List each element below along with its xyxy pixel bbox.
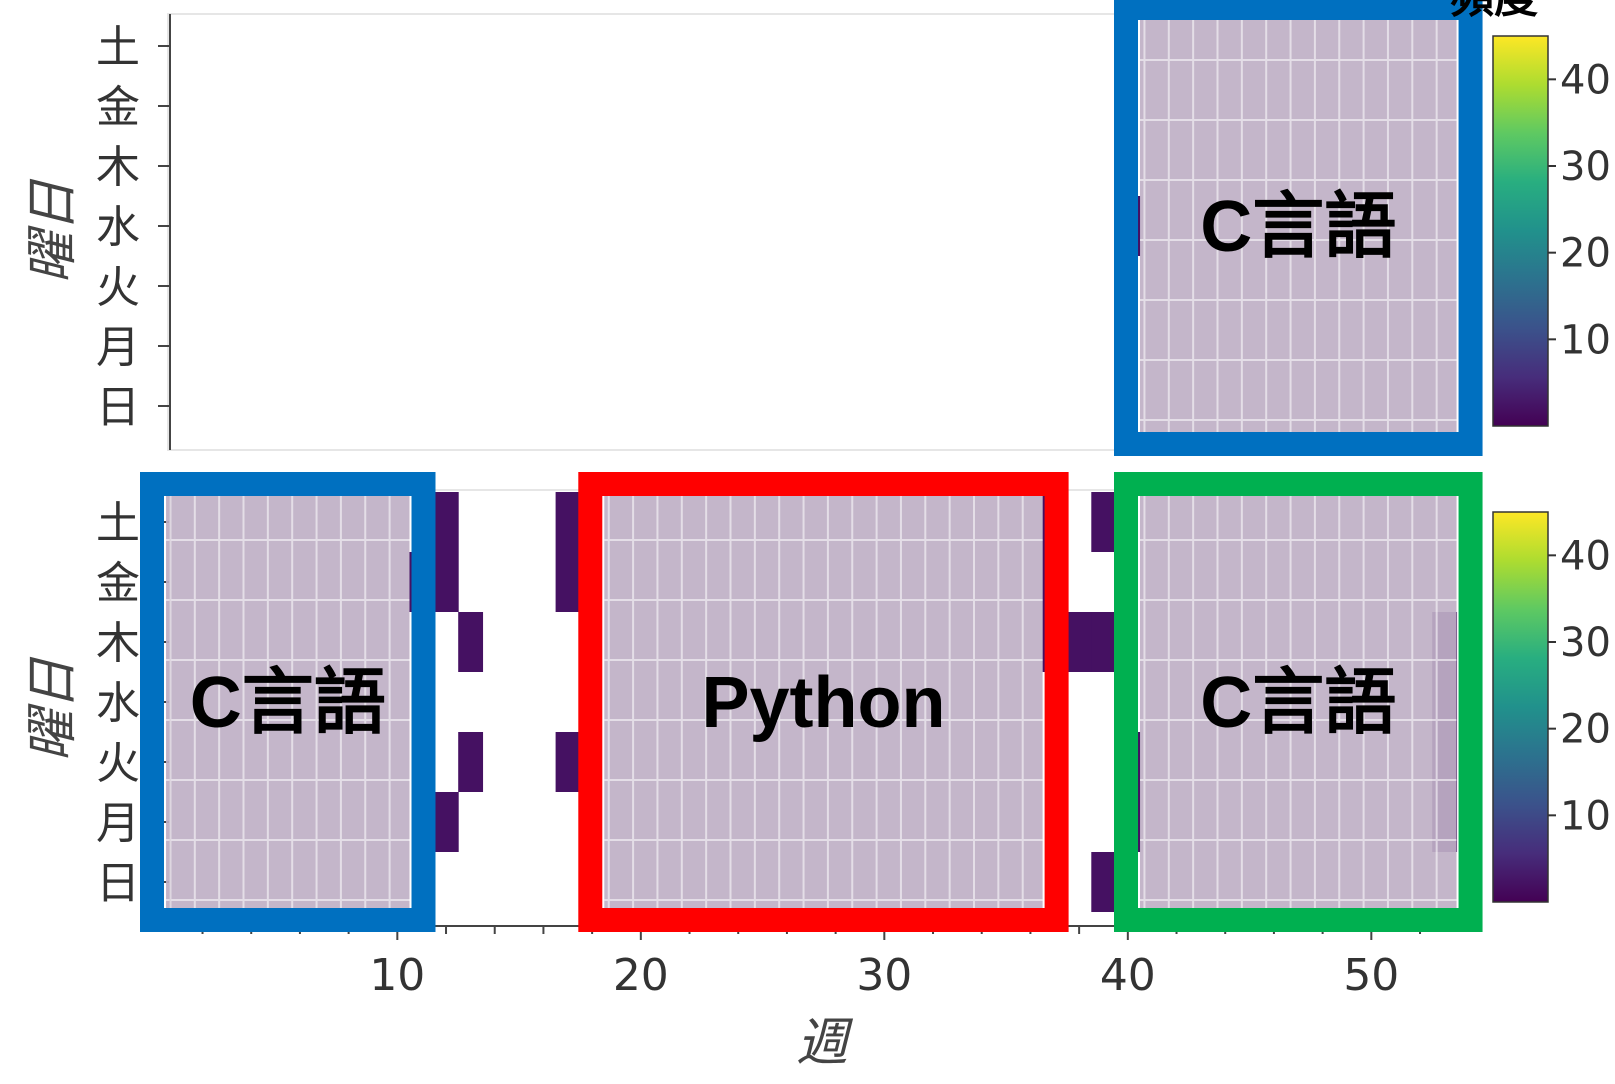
bottom-colorbar-tick-label: 20	[1560, 707, 1611, 753]
bottom-colorbar-tick-label: 40	[1560, 533, 1611, 579]
bottom-highlight-label: C言語	[1200, 663, 1396, 743]
bottom-x-tick-label: 40	[1100, 950, 1156, 1001]
bottom-heatmap-cell	[1091, 492, 1117, 552]
bottom-heatmap-cell	[433, 492, 459, 552]
top-highlight-grid	[1140, 16, 1457, 436]
top-y-tick-label: 月	[96, 322, 140, 373]
top-colorbar-ticks: 10 20 30 40	[1548, 57, 1611, 363]
top-colorbar-tick-label: 10	[1560, 317, 1611, 363]
bottom-y-tick-label: 金	[96, 558, 140, 609]
bottom-heatmap-cell	[555, 492, 581, 552]
top-colorbar-tick-label: 40	[1560, 57, 1611, 103]
bottom-highlight-frame	[1114, 472, 1483, 932]
bottom-y-tick-label: 木	[96, 618, 140, 669]
bottom-colorbar-tick-label: 30	[1560, 620, 1611, 666]
top-colorbar: 10 20 30 40	[1492, 35, 1611, 427]
bottom-highlight-label: Python	[701, 663, 945, 743]
top-colorbar-tick-label: 20	[1560, 231, 1611, 277]
colorbar-title: 頻度	[1450, 0, 1538, 23]
top-y-tick-label: 土	[96, 22, 140, 73]
bottom-highlight-grid	[604, 492, 1043, 912]
bottom-heatmap-cell	[555, 552, 581, 612]
top-y-tick-label: 水	[96, 202, 140, 253]
top-y-axis-title: 曜日	[23, 178, 83, 284]
bottom-y-axis-title: 曜日	[23, 656, 83, 762]
bottom-highlight-label: C言語	[190, 663, 386, 743]
bottom-colorbar-tick-label: 10	[1560, 793, 1611, 839]
bottom-colorbar: 10 20 30 40	[1492, 511, 1611, 903]
bottom-x-axis-title: 週	[796, 1013, 854, 1073]
top-colorbar-gradient	[1492, 35, 1549, 427]
bottom-y-tick-label: 日	[96, 858, 140, 909]
bottom-highlight-boxes: C言語 Python C言語	[140, 472, 1483, 932]
top-highlight-boxes: C言語	[1114, 0, 1483, 456]
bottom-y-tick-label: 火	[96, 738, 140, 789]
bottom-heatmap-cell	[458, 732, 484, 792]
top-highlight-frame	[1114, 0, 1483, 456]
bottom-heatmap-cell	[458, 612, 484, 672]
bottom-x-tick-label: 20	[613, 950, 669, 1001]
top-y-tick-label: 金	[96, 82, 140, 133]
bottom-y-tick-label: 水	[96, 678, 140, 729]
bottom-heatmap-cell	[433, 552, 459, 612]
bottom-heatmap-cell	[1066, 612, 1092, 672]
bottom-colorbar-ticks: 10 20 30 40	[1548, 533, 1611, 839]
bottom-colorbar-gradient	[1492, 511, 1549, 903]
top-y-tick-label: 木	[96, 142, 140, 193]
bottom-heatmap-cell	[1091, 852, 1117, 912]
bottom-heatmap-cell	[555, 732, 581, 792]
bottom-x-ticks: 10 20 30 40 50	[201, 926, 1422, 1001]
bottom-x-tick-label: 30	[856, 950, 912, 1001]
top-highlight-label: C言語	[1200, 187, 1396, 267]
top-y-tick-label: 火	[96, 262, 140, 313]
bottom-heatmap-cell	[1091, 612, 1117, 672]
bottom-y-tick-label: 土	[96, 498, 140, 549]
bottom-highlight-grid	[166, 492, 410, 912]
bottom-heatmap-cell	[433, 792, 459, 852]
top-y-tick-label: 日	[96, 382, 140, 433]
bottom-highlight-frame	[140, 472, 436, 932]
bottom-x-tick-label: 50	[1343, 950, 1399, 1001]
top-colorbar-tick-label: 30	[1560, 144, 1611, 190]
bottom-y-tick-label: 月	[96, 798, 140, 849]
bottom-highlight-frame	[578, 472, 1069, 932]
bottom-highlight-grid	[1140, 492, 1457, 912]
bottom-x-tick-label: 10	[369, 950, 425, 1001]
